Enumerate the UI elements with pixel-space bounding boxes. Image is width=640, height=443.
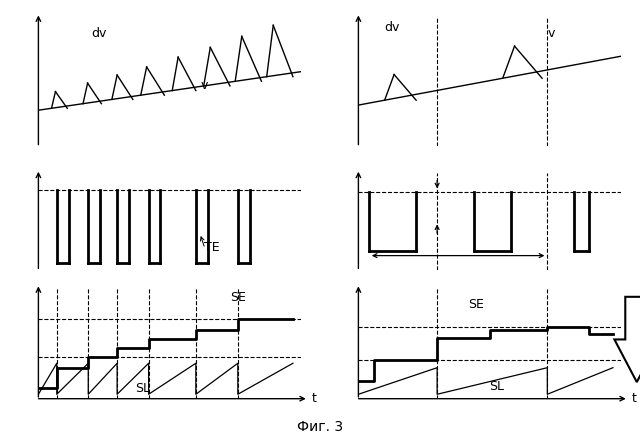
Text: v: v	[547, 27, 555, 40]
Text: SL: SL	[490, 380, 504, 393]
Text: v: v	[201, 79, 209, 93]
Text: t: t	[631, 392, 636, 405]
Text: t: t	[311, 392, 316, 405]
Text: SE: SE	[468, 298, 484, 311]
Text: SE: SE	[230, 291, 246, 304]
Text: Фиг. 3: Фиг. 3	[297, 420, 343, 434]
Text: SL: SL	[136, 382, 150, 395]
Text: TE: TE	[204, 241, 220, 254]
Text: dv: dv	[385, 20, 400, 34]
Text: dv: dv	[91, 27, 106, 40]
